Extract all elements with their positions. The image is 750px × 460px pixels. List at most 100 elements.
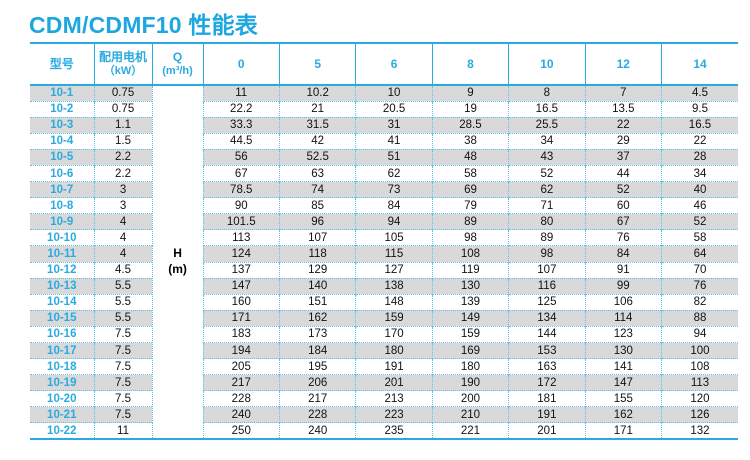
head-value-cell: 85 [278, 197, 356, 214]
model-cell: 10-22 [30, 422, 95, 440]
head-value-cell: 160 [202, 293, 280, 311]
col-header-flow-0: 0 [202, 43, 280, 86]
model-cell: 10-16 [30, 325, 95, 343]
head-value-cell: 114 [584, 309, 662, 327]
model-cell: 10-17 [30, 341, 95, 359]
motor-power-cell: 4.5 [93, 261, 153, 279]
head-value-cell: 194 [202, 341, 280, 359]
head-value-cell: 8 [508, 85, 586, 102]
table-row: 10-6 2.2 67 63 62 58 52 44 34 [30, 164, 738, 182]
head-label-line2: (m) [168, 262, 187, 277]
head-value-cell: 172 [508, 374, 586, 391]
head-value-cell: 108 [431, 245, 509, 263]
head-value-cell: 28.5 [431, 116, 509, 134]
table-row: 10-7 3 78.5 74 73 69 62 52 40 [30, 181, 738, 198]
head-value-cell: 126 [660, 406, 738, 423]
table-row: 10-10 4 113 107 105 98 89 76 58 [30, 229, 738, 246]
head-value-cell: 20.5 [355, 100, 433, 118]
model-cell: 10-8 [30, 197, 95, 214]
head-unit-cell: H (m) [151, 85, 204, 440]
table-row: 10-3 1.1 33.3 31.5 31 28.5 25.5 22 16.5 [30, 116, 738, 134]
head-value-cell: 113 [660, 374, 738, 391]
head-value-cell: 173 [278, 325, 356, 343]
head-value-cell: 201 [355, 374, 433, 391]
head-value-cell: 107 [508, 261, 586, 279]
table-row: 10-18 7.5 205 195 191 180 163 141 108 [30, 358, 738, 375]
head-value-cell: 217 [202, 374, 280, 391]
motor-power-cell: 4 [93, 245, 153, 263]
head-value-cell: 223 [355, 406, 433, 423]
head-value-cell: 96 [278, 213, 356, 230]
head-value-cell: 119 [431, 261, 509, 279]
model-cell: 10-5 [30, 148, 95, 166]
head-value-cell: 155 [584, 390, 662, 407]
model-cell: 10-9 [30, 213, 95, 230]
head-value-cell: 125 [508, 293, 586, 311]
head-value-cell: 120 [660, 390, 738, 407]
table-body: 10-1 0.75 H (m) 11 10.2 10 9 8 7 4.5 10-2 0.75 22.2 21… [30, 85, 738, 440]
head-value-cell: 107 [278, 229, 356, 246]
head-value-cell: 159 [431, 325, 509, 343]
head-value-cell: 22 [584, 116, 662, 134]
head-value-cell: 29 [584, 132, 662, 150]
head-value-cell: 221 [431, 422, 509, 440]
head-value-cell: 19 [431, 100, 509, 118]
head-value-cell: 240 [202, 406, 280, 423]
head-value-cell: 130 [584, 341, 662, 359]
model-cell: 10-1 [30, 85, 95, 102]
head-value-cell: 206 [278, 374, 356, 391]
table-row: 10-5 2.2 56 52.5 51 48 43 37 28 [30, 148, 738, 166]
table-row: 10-16 7.5 183 173 170 159 144 123 94 [30, 325, 738, 343]
head-value-cell: 7 [584, 85, 662, 102]
head-value-cell: 127 [355, 261, 433, 279]
model-cell: 10-14 [30, 293, 95, 311]
head-value-cell: 113 [202, 229, 280, 246]
model-cell: 10-21 [30, 406, 95, 423]
head-value-cell: 46 [660, 197, 738, 214]
head-value-cell: 115 [355, 245, 433, 263]
head-value-cell: 169 [431, 341, 509, 359]
head-value-cell: 76 [660, 277, 738, 295]
head-value-cell: 181 [508, 390, 586, 407]
model-cell: 10-12 [30, 261, 95, 279]
head-value-cell: 240 [278, 422, 356, 440]
header-row: 型号 配用电机 （kW） Q (m³/h) 0 5 6 8 10 12 14 [30, 43, 738, 86]
head-value-cell: 210 [431, 406, 509, 423]
head-value-cell: 147 [584, 374, 662, 391]
motor-power-cell: 7.5 [93, 390, 153, 407]
model-cell: 10-20 [30, 390, 95, 407]
model-cell: 10-3 [30, 116, 95, 134]
motor-power-cell: 0.75 [93, 100, 153, 118]
head-value-cell: 98 [508, 245, 586, 263]
motor-power-cell: 1.1 [93, 116, 153, 134]
head-value-cell: 140 [278, 277, 356, 295]
head-value-cell: 163 [508, 358, 586, 375]
head-value-cell: 100 [660, 341, 738, 359]
model-cell: 10-13 [30, 277, 95, 295]
head-value-cell: 48 [431, 148, 509, 166]
model-cell: 10-10 [30, 229, 95, 246]
motor-power-cell: 4 [93, 213, 153, 230]
head-value-cell: 130 [431, 277, 509, 295]
motor-power-cell: 4 [93, 229, 153, 246]
head-value-cell: 180 [355, 341, 433, 359]
head-value-cell: 63 [278, 164, 356, 182]
head-value-cell: 9 [431, 85, 509, 102]
head-value-cell: 42 [278, 132, 356, 150]
head-value-cell: 67 [202, 164, 280, 182]
head-value-cell: 44 [584, 164, 662, 182]
head-value-cell: 82 [660, 293, 738, 311]
table-row: 10-20 7.5 228 217 213 200 181 155 120 [30, 390, 738, 407]
head-value-cell: 171 [584, 422, 662, 440]
head-value-cell: 134 [508, 309, 586, 327]
head-value-cell: 217 [278, 390, 356, 407]
head-value-cell: 34 [508, 132, 586, 150]
head-value-cell: 21 [278, 100, 356, 118]
head-value-cell: 200 [431, 390, 509, 407]
head-value-cell: 149 [431, 309, 509, 327]
head-value-cell: 70 [660, 261, 738, 279]
page-title: CDM/CDMF10 性能表 [29, 12, 258, 38]
head-value-cell: 69 [431, 181, 509, 198]
head-value-cell: 195 [278, 358, 356, 375]
head-value-cell: 191 [355, 358, 433, 375]
